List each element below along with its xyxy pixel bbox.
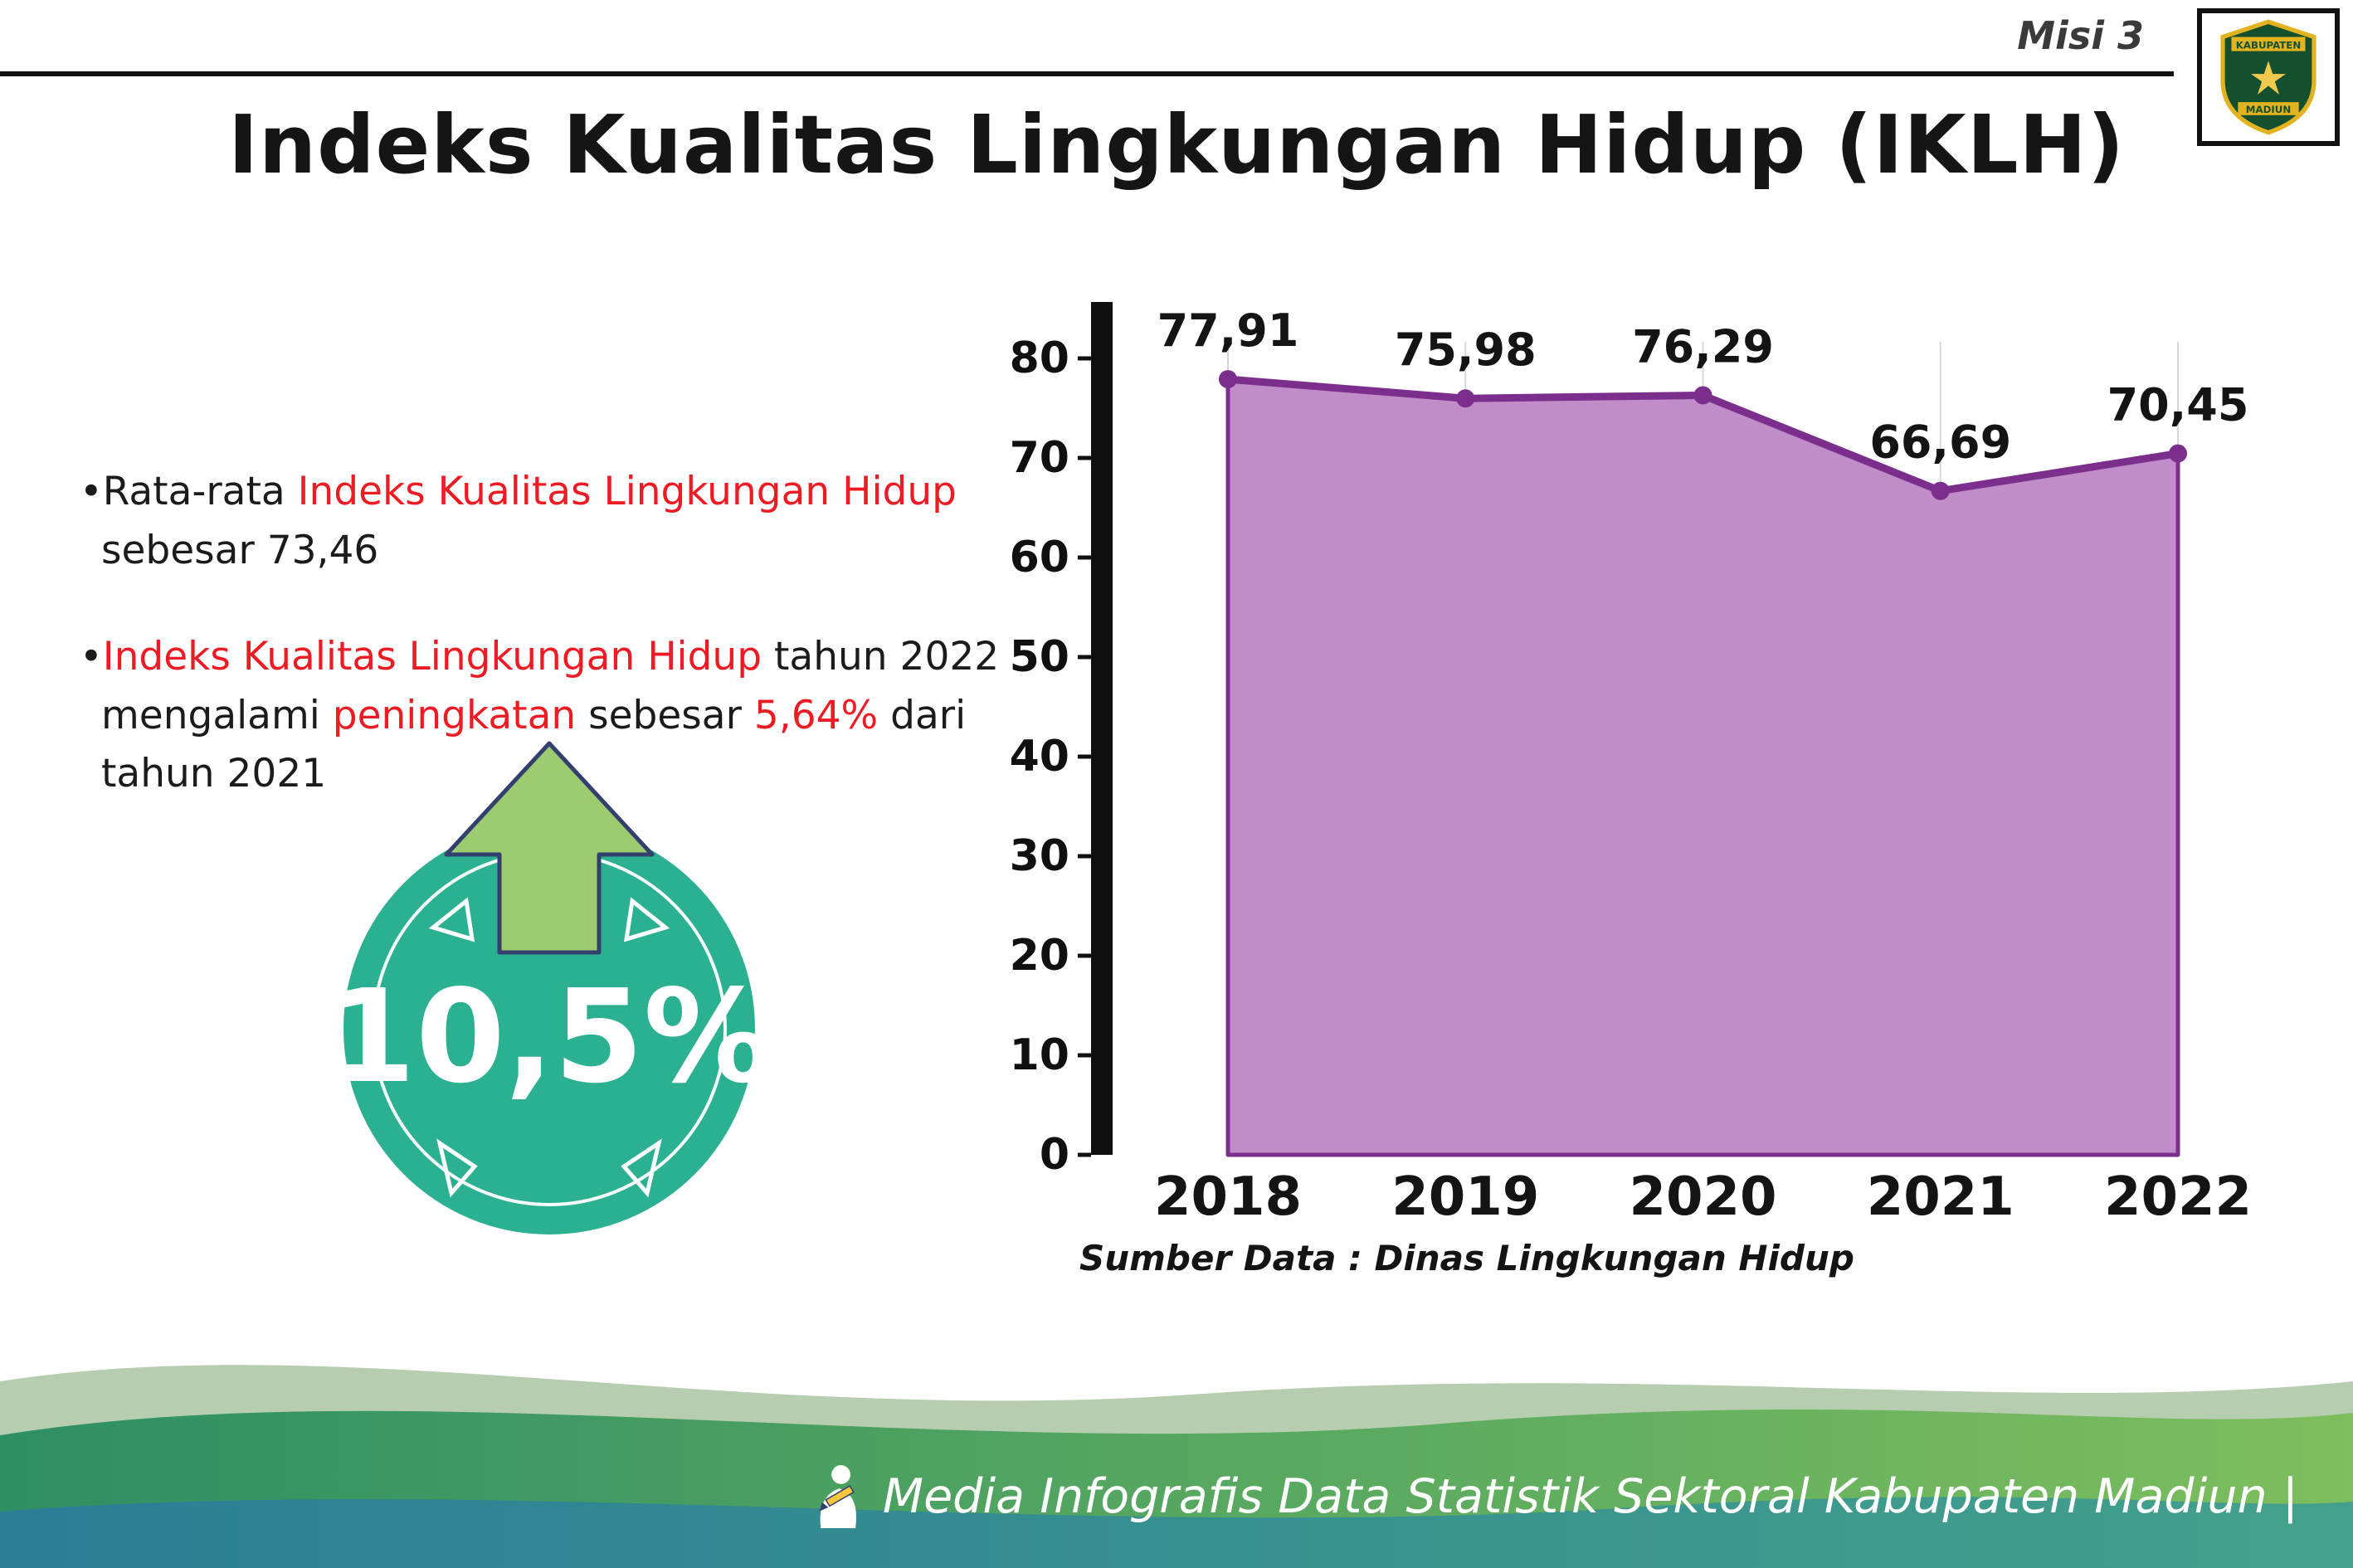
text-segment: sebesar 73,46 xyxy=(101,527,379,573)
x-tick-label: 2022 xyxy=(2104,1166,2252,1228)
data-point xyxy=(1931,481,1950,500)
badge-circle xyxy=(343,823,755,1234)
text-segment: Indeks Kualitas Lingkungan Hidup xyxy=(102,634,762,679)
footer: Media Infografis Data Statistik Sektoral… xyxy=(0,1303,2353,1568)
emblem-top-ribbon xyxy=(2231,37,2306,51)
data-label: 75,98 xyxy=(1395,324,1537,376)
page-title: Indeks Kualitas Lingkungan Hidup (IKLH) xyxy=(227,98,2126,192)
y-tick-label: 0 xyxy=(1040,1130,1069,1180)
data-point xyxy=(2169,444,2187,463)
data-label: 76,29 xyxy=(1632,321,1774,373)
data-point xyxy=(1693,386,1712,405)
data-point xyxy=(1219,370,1237,389)
emblem-bottom-text: MADIUN xyxy=(2246,104,2291,115)
text-segment: dari xyxy=(878,692,967,738)
emblem-top-text: KABUPATEN xyxy=(2236,39,2301,51)
header-divider-line xyxy=(0,71,2174,76)
badge-value: 10,5% xyxy=(326,962,772,1112)
data-point xyxy=(1456,389,1475,408)
summary-bullets: •Rata-rata Indeks Kualitas Lingkungan Hi… xyxy=(80,463,1009,852)
badge-triangle-se xyxy=(621,1138,662,1198)
data-label: 70,45 xyxy=(2107,379,2249,431)
kabupaten-madiun-logo: KABUPATEN MADIUN xyxy=(2197,8,2340,146)
increase-badge: 10,5% xyxy=(309,728,790,1247)
y-tick-label: 10 xyxy=(1010,1030,1069,1080)
emblem-bottom-ribbon xyxy=(2238,102,2299,115)
area-fill xyxy=(1225,377,2180,1157)
badge-triangle-nw xyxy=(428,897,475,942)
badge-triangle-sw xyxy=(436,1138,478,1198)
y-tick-label: 20 xyxy=(1010,931,1069,981)
chart-source-note: Sumber Data : Dinas Lingkungan Hidup xyxy=(1079,1238,1854,1278)
y-tick-label: 50 xyxy=(1010,632,1069,682)
bullet-average-iklh: •Rata-rata Indeks Kualitas Lingkungan Hi… xyxy=(80,463,1009,580)
badge-triangle-ne xyxy=(623,897,670,942)
footer-credit-text: Media Infografis Data Statistik Sektoral… xyxy=(882,1469,2298,1524)
bullet-increase-2022: •Indeks Kualitas Lingkungan Hidup tahun … xyxy=(80,628,1009,804)
text-segment: tahun 2022 xyxy=(762,634,1000,679)
y-tick-label: 40 xyxy=(1010,732,1069,782)
iklh-area-chart: 0 10 20 30 40 50 60 70 80 77,91 2018 75,98 2019 76,29… xyxy=(1010,302,2252,1228)
text-segment: • xyxy=(80,634,103,679)
text-segment: tahun 2021 xyxy=(101,751,327,796)
y-axis-bar xyxy=(1091,302,1113,1155)
emblem-star-icon xyxy=(2251,61,2286,95)
y-tick-label: 80 xyxy=(1010,334,1069,383)
y-tick-label: 60 xyxy=(1010,533,1069,582)
iklh-chart-section: 0 10 20 30 40 50 60 70 80 77,91 2018 75,98 2019 76,29… xyxy=(1008,292,2340,1278)
data-label: 66,69 xyxy=(1869,416,2011,469)
footer-credit: Media Infografis Data Statistik Sektoral… xyxy=(803,1460,2298,1533)
misi-label: Misi 3 xyxy=(2017,13,2144,58)
text-segment: •Rata-rata xyxy=(80,469,298,514)
text-segment: 5,64% xyxy=(753,692,879,738)
text-segment: sebesar xyxy=(576,692,754,738)
x-tick-label: 2021 xyxy=(1867,1166,2014,1228)
data-label: 77,91 xyxy=(1157,304,1299,357)
kabupaten-madiun-emblem-icon: KABUPATEN MADIUN xyxy=(2220,19,2316,135)
x-tick-label: 2020 xyxy=(1629,1166,1776,1228)
x-tick-label: 2019 xyxy=(1391,1166,1539,1228)
footer-wave-teal xyxy=(0,1497,2353,1568)
text-segment: Indeks Kualitas Lingkungan Hidup xyxy=(297,469,957,514)
y-tick-label: 30 xyxy=(1010,831,1069,881)
x-tick-label: 2018 xyxy=(1154,1166,1302,1228)
text-segment: mengalami xyxy=(101,692,333,738)
arrow-up-icon xyxy=(444,741,655,955)
text-segment: peningkatan xyxy=(332,692,577,738)
mascot-icon xyxy=(819,1465,856,1528)
y-tick-label: 70 xyxy=(1010,433,1069,483)
footer-waves xyxy=(0,1365,2353,1568)
